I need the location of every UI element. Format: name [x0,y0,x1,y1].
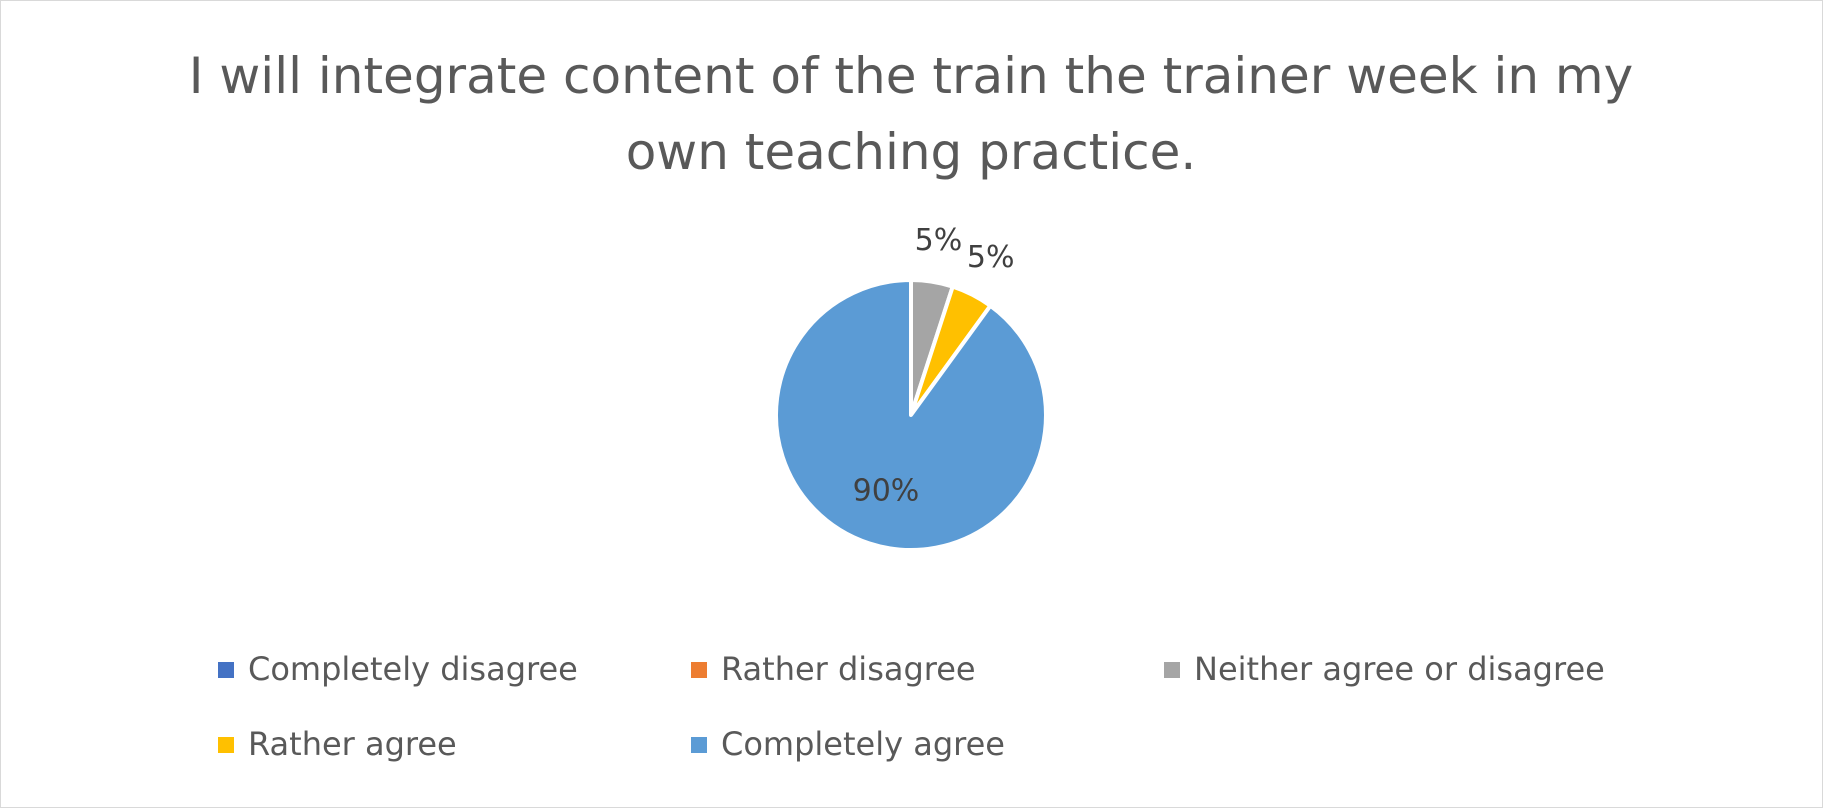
legend-swatch [691,737,707,753]
legend-swatch [691,662,707,678]
legend-swatch [218,737,234,753]
slice-label: 90% [853,474,920,509]
legend-label: Rather agree [248,725,457,763]
legend-label: Neither agree or disagree [1194,650,1605,688]
legend-swatch [218,662,234,678]
slice-label: 5% [967,240,1015,275]
legend-label: Rather disagree [721,650,976,688]
legend-label: Completely agree [721,725,1005,763]
legend-swatch [1164,662,1180,678]
chart-title: I will integrate content of the train th… [188,47,1634,181]
slice-label: 5% [915,223,963,258]
legend-label: Completely disagree [248,650,578,688]
pie-slice [774,278,1048,552]
